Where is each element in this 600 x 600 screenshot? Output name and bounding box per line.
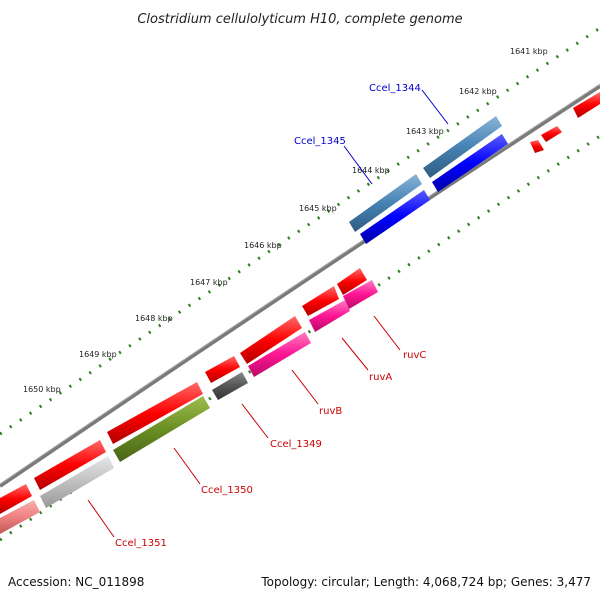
- cds-ruva[interactable]: [309, 300, 350, 332]
- cds-ccel-1351[interactable]: [40, 456, 114, 508]
- cds-red-feature[interactable]: [541, 126, 562, 142]
- cds-red-feature[interactable]: [205, 356, 240, 383]
- accession-text: Accession: NC_011898: [8, 575, 144, 589]
- leader-line: [291, 369, 319, 405]
- cds-red-feature[interactable]: [240, 316, 302, 364]
- cds-red-feature[interactable]: [337, 268, 367, 295]
- tick-label: 1643 kbp: [406, 127, 444, 136]
- tick-label: 1647 kbp: [190, 278, 228, 287]
- leader-line: [341, 337, 369, 371]
- cds-blue-feature[interactable]: [360, 190, 430, 244]
- gene-label-ruvc[interactable]: ruvC: [403, 350, 426, 361]
- map-title: Clostridium cellulolyticum H10, complete…: [137, 12, 462, 27]
- tick-label: 1650 kbp: [23, 385, 61, 394]
- tick-label: 1649 kbp: [79, 350, 117, 359]
- genome-backbone-highlight: [0, 83, 600, 485]
- tick-label: 1644 kbp: [352, 166, 390, 175]
- cds-red-feature[interactable]: [34, 440, 106, 490]
- tick-label: 1648 kbp: [135, 314, 173, 323]
- gene-label-ccel-1349[interactable]: Ccel_1349: [270, 439, 322, 450]
- tick-label: 1642 kbp: [459, 87, 497, 96]
- cds-salmon-feature[interactable]: [0, 500, 40, 534]
- cds-red-feature[interactable]: [0, 484, 32, 514]
- cds-ccel-1344[interactable]: [423, 116, 502, 178]
- cds-red-feature[interactable]: [573, 92, 600, 118]
- cds-ccel-1345[interactable]: [349, 174, 422, 232]
- leader-line: [241, 403, 269, 439]
- leader-line: [343, 145, 373, 185]
- gene-label-ccel-1351[interactable]: Ccel_1351: [115, 538, 167, 549]
- leader-line: [87, 499, 115, 538]
- cds-blue-feature[interactable]: [432, 134, 508, 192]
- cds-red-feature[interactable]: [302, 286, 339, 316]
- genome-backbone: [0, 84, 600, 488]
- cds-red-feature[interactable]: [107, 382, 203, 444]
- leader-line: [173, 447, 201, 485]
- tick-label: 1646 kbp: [244, 241, 282, 250]
- gene-label-ccel-1344[interactable]: Ccel_1344: [369, 83, 421, 94]
- gene-label-ruva[interactable]: ruvA: [369, 372, 392, 383]
- gene-label-ccel-1345[interactable]: Ccel_1345: [294, 136, 346, 147]
- cds-red-feature[interactable]: [530, 140, 544, 153]
- cds-ccel-1350[interactable]: [113, 396, 210, 462]
- gene-label-ruvb[interactable]: ruvB: [319, 406, 342, 417]
- topology-text: Topology: circular; Length: 4,068,724 bp…: [260, 575, 591, 589]
- outer-tick-ring: [0, 26, 600, 436]
- cds-ccel-1349[interactable]: [212, 372, 248, 400]
- cds-ruvb[interactable]: [248, 332, 311, 377]
- tick-label: 1645 kbp: [299, 204, 337, 213]
- cds-ruvc[interactable]: [343, 280, 378, 309]
- leader-line: [373, 315, 401, 351]
- gene-label-ccel-1350[interactable]: Ccel_1350: [201, 485, 253, 496]
- tick-label: 1641 kbp: [510, 47, 548, 56]
- leader-line: [421, 89, 449, 125]
